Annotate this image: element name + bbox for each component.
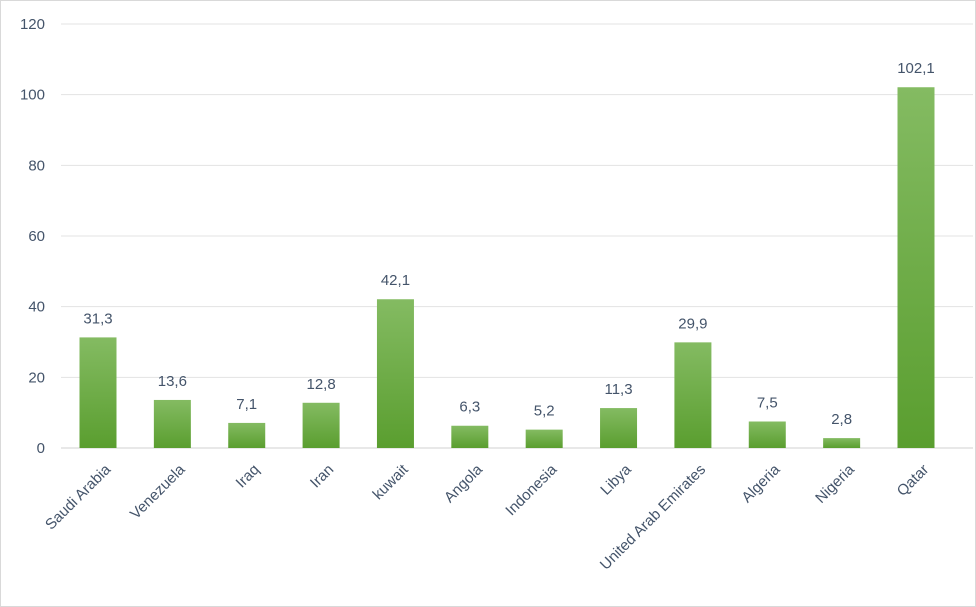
bar (153, 399, 191, 448)
category-label: Iraq (233, 461, 263, 491)
data-label: 6,3 (459, 399, 480, 416)
data-label: 2,8 (831, 411, 852, 428)
bar (897, 87, 935, 448)
data-label: 31,3 (83, 310, 112, 327)
category-label: Qatar (894, 461, 933, 500)
data-label: 102,1 (897, 60, 935, 77)
data-label: 11,3 (604, 381, 632, 398)
data-labels: 31,3 13,6 7,1 12,8 42,1 6,3 5,2 11,3 29,9 7,5 2,8 1… (83, 60, 934, 428)
data-label: 13,6 (158, 373, 187, 390)
bar (228, 422, 266, 448)
bar (302, 402, 340, 448)
category-label: Nigeria (812, 461, 858, 507)
gridlines (61, 23, 973, 449)
bar (376, 299, 414, 448)
category-label: Venezuela (127, 461, 189, 523)
category-label: Saudi Arabia (42, 461, 115, 534)
category-label: Indonesia (502, 461, 560, 519)
x-axis-category-labels: Saudi Arabia Venezuela Iraq Iran kuwait Angol… (42, 461, 932, 574)
category-label: Angola (441, 461, 487, 507)
data-label: 5,2 (534, 403, 555, 420)
category-label: Iran (307, 461, 337, 491)
y-tick-label: 120 (20, 16, 45, 33)
y-tick-label: 40 (28, 299, 45, 316)
data-label: 7,5 (757, 395, 778, 412)
bar (451, 425, 489, 448)
bar (600, 408, 638, 448)
y-tick-label: 100 (20, 87, 45, 104)
y-tick-label: 60 (28, 228, 45, 245)
y-tick-label: 20 (28, 369, 45, 386)
bar (748, 421, 786, 448)
data-label: 42,1 (381, 272, 410, 289)
category-label: kuwait (370, 461, 413, 504)
data-label: 7,1 (236, 396, 257, 413)
category-label: Libya (597, 461, 635, 499)
bar (525, 429, 563, 448)
y-axis-tick-labels: 0 20 40 60 80 100 120 (20, 16, 45, 457)
bar (823, 438, 861, 448)
y-tick-label: 0 (37, 440, 45, 457)
data-label: 29,9 (678, 315, 707, 332)
y-tick-label: 80 (28, 157, 45, 174)
bars (79, 87, 935, 448)
data-label: 12,8 (306, 376, 335, 393)
bar (674, 342, 712, 448)
category-label: Algeria (738, 461, 784, 507)
bar (79, 337, 117, 448)
